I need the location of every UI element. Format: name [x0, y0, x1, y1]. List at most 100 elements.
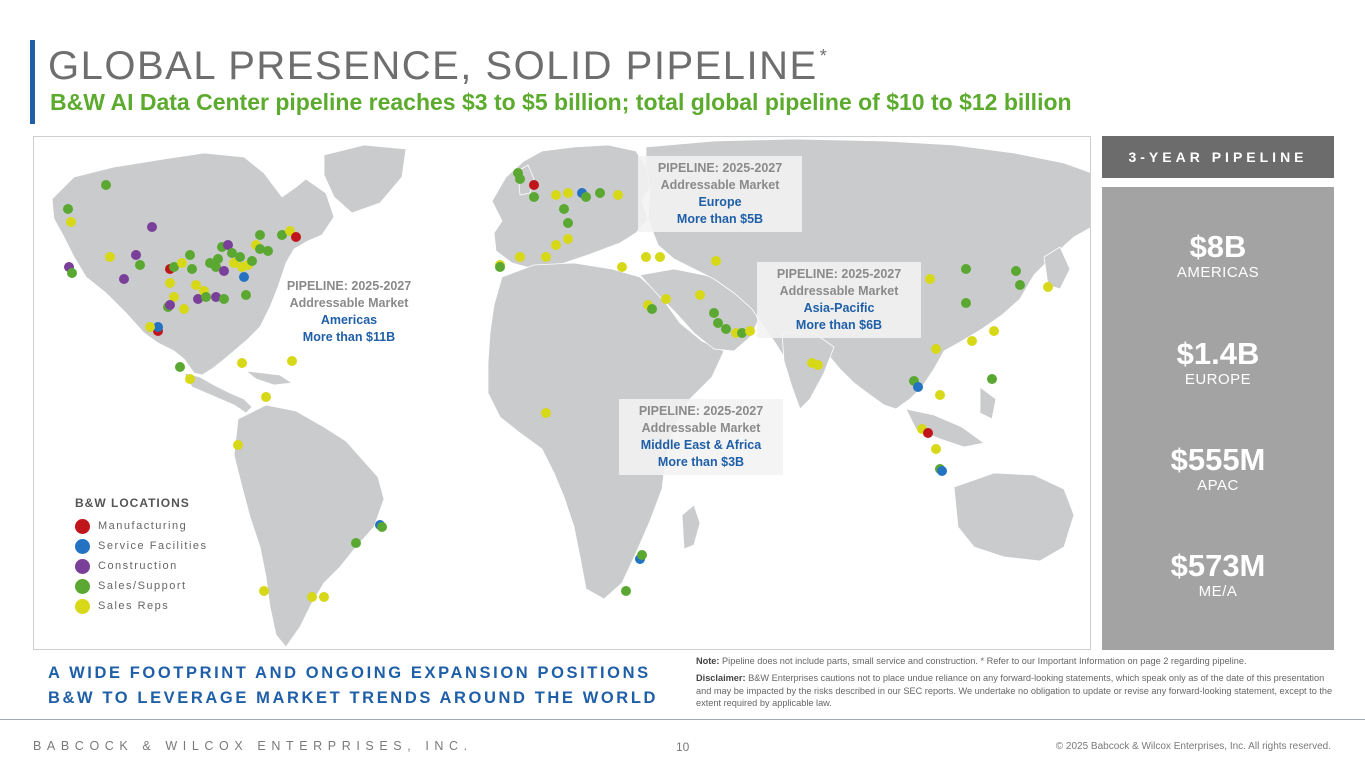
- location-marker-sales-reps: [145, 322, 155, 332]
- legend-item-sales-support: Sales/Support: [75, 576, 208, 596]
- pipeline-apac: $555M APAC: [1102, 442, 1334, 495]
- location-marker-sales-reps: [551, 240, 561, 250]
- title-accent-bar: [30, 40, 35, 124]
- location-marker-sales-reps: [655, 252, 665, 262]
- pipeline-mea-label: ME/A: [1198, 583, 1238, 600]
- south-america-landmass: [233, 404, 385, 648]
- legend-item-sales-reps: Sales Reps: [75, 596, 208, 616]
- location-marker-sales-reps: [319, 592, 329, 602]
- manufacturing-dot-icon: [75, 518, 90, 534]
- location-marker-construction: [165, 300, 175, 310]
- location-marker-sales-reps: [287, 356, 297, 366]
- pipeline-mea-value: $573M: [1170, 548, 1266, 583]
- location-marker-sales-reps: [169, 292, 179, 302]
- callout-americas-value: More than $11B: [302, 330, 396, 344]
- location-marker-sales-support: [63, 204, 73, 214]
- location-marker-sales-support: [987, 374, 997, 384]
- location-marker-sales-support: [515, 174, 525, 184]
- location-marker-sales-reps: [237, 358, 247, 368]
- location-marker-sales-reps: [931, 444, 941, 454]
- pipeline-americas-value: $8B: [1189, 229, 1247, 264]
- location-marker-manufacturing: [291, 232, 301, 242]
- callout-europe-title: PIPELINE: 2025-2027: [657, 161, 783, 175]
- location-marker-sales-reps: [66, 217, 76, 227]
- location-marker-sales-reps: [935, 390, 945, 400]
- location-marker-manufacturing: [923, 428, 933, 438]
- legend-label-sales-reps: Sales Reps: [98, 600, 170, 612]
- disclaimer: Disclaimer: B&W Enterprises cautions not…: [696, 672, 1334, 709]
- location-marker-sales-reps: [613, 190, 623, 200]
- location-marker-construction: [211, 292, 221, 302]
- location-marker-construction: [119, 274, 129, 284]
- location-marker-construction: [223, 240, 233, 250]
- callout-mea: PIPELINE: 2025-2027 Addressable Market M…: [619, 399, 783, 475]
- india-landmass: [781, 332, 835, 410]
- location-marker-sales-support: [529, 192, 539, 202]
- location-marker-sales-reps: [541, 252, 551, 262]
- location-marker-sales-reps: [931, 344, 941, 354]
- location-marker-sales-reps: [989, 326, 999, 336]
- location-marker-sales-support: [169, 262, 179, 272]
- location-marker-sales-reps: [541, 408, 551, 418]
- location-marker-sales-support: [737, 328, 747, 338]
- pipeline-apac-value: $555M: [1170, 442, 1266, 477]
- caribbean-landmass: [244, 370, 294, 386]
- location-marker-sales-support: [201, 292, 211, 302]
- callout-apac-sub: Addressable Market: [779, 284, 899, 298]
- location-marker-sales-reps: [515, 252, 525, 262]
- pipeline-mea: $573M ME/A: [1102, 548, 1334, 601]
- callout-europe-value: More than $5B: [676, 212, 764, 226]
- location-marker-sales-support: [219, 294, 229, 304]
- location-marker-construction: [193, 294, 203, 304]
- location-marker-sales-support: [263, 246, 273, 256]
- location-marker-sales-support: [621, 586, 631, 596]
- callout-americas-region: Americas: [320, 313, 378, 327]
- location-marker-sales-reps: [177, 258, 187, 268]
- callout-americas: PIPELINE: 2025-2027 Addressable Market A…: [274, 278, 424, 346]
- page-title: GLOBAL PRESENCE, SOLID PIPELINE *: [48, 44, 829, 88]
- location-marker-sales-reps: [179, 304, 189, 314]
- pipeline-note: Note: Pipeline does not include parts, s…: [696, 655, 1334, 667]
- location-marker-sales-support: [101, 180, 111, 190]
- pipeline-panel: $8B AMERICAS $1.4B EUROPE $555M APAC $57…: [1102, 187, 1334, 650]
- location-marker-sales-support: [581, 192, 591, 202]
- sales-reps-dot-icon: [75, 598, 90, 614]
- madagascar-landmass: [681, 504, 701, 550]
- legend-label-service: Service Facilities: [98, 540, 208, 552]
- location-marker-sales-reps: [165, 278, 175, 288]
- callout-mea-region: Middle East & Africa: [640, 438, 762, 452]
- location-marker-sales-reps: [661, 294, 671, 304]
- footer-company-name: BABCOCK & WILCOX ENTERPRISES, INC.: [33, 739, 473, 753]
- legend-title: B&W LOCATIONS: [75, 496, 190, 510]
- location-marker-sales-support: [211, 262, 221, 272]
- disclaimer-text: B&W Enterprises cautions not to place un…: [696, 673, 1333, 708]
- location-marker-sales-reps: [641, 252, 651, 262]
- location-marker-sales-support: [647, 304, 657, 314]
- location-marker-sales-support: [255, 230, 265, 240]
- callout-americas-sub: Addressable Market: [289, 296, 409, 310]
- world-map-graphic: [51, 138, 1090, 648]
- location-marker-sales-support: [595, 188, 605, 198]
- location-marker-sales-support: [187, 264, 197, 274]
- disclaimer-label: Disclaimer:: [696, 673, 746, 684]
- footprint-statement: A WIDE FOOTPRINT AND ONGOING EXPANSION P…: [48, 661, 658, 711]
- location-marker-sales-support: [1011, 266, 1021, 276]
- notes-block: Note: Pipeline does not include parts, s…: [696, 655, 1334, 714]
- location-marker-manufacturing: [529, 180, 539, 190]
- location-marker-sales-support: [961, 298, 971, 308]
- location-marker-sales-support: [709, 308, 719, 318]
- location-marker-sales-support: [67, 268, 77, 278]
- location-marker-sales-support: [559, 204, 569, 214]
- title-footnote-mark: *: [819, 46, 829, 66]
- location-marker-sales-reps: [259, 586, 269, 596]
- location-marker-sales-reps: [617, 262, 627, 272]
- location-marker-construction: [147, 222, 157, 232]
- location-marker-sales-reps: [967, 336, 977, 346]
- location-marker-service: [913, 382, 923, 392]
- location-marker-construction: [131, 250, 141, 260]
- legend-label-manufacturing: Manufacturing: [98, 520, 188, 532]
- pipeline-europe-label: EUROPE: [1184, 371, 1252, 388]
- location-marker-sales-reps: [185, 374, 195, 384]
- footprint-line-2: B&W TO LEVERAGE MARKET TRENDS AROUND THE…: [48, 689, 659, 707]
- location-marker-sales-reps: [233, 440, 243, 450]
